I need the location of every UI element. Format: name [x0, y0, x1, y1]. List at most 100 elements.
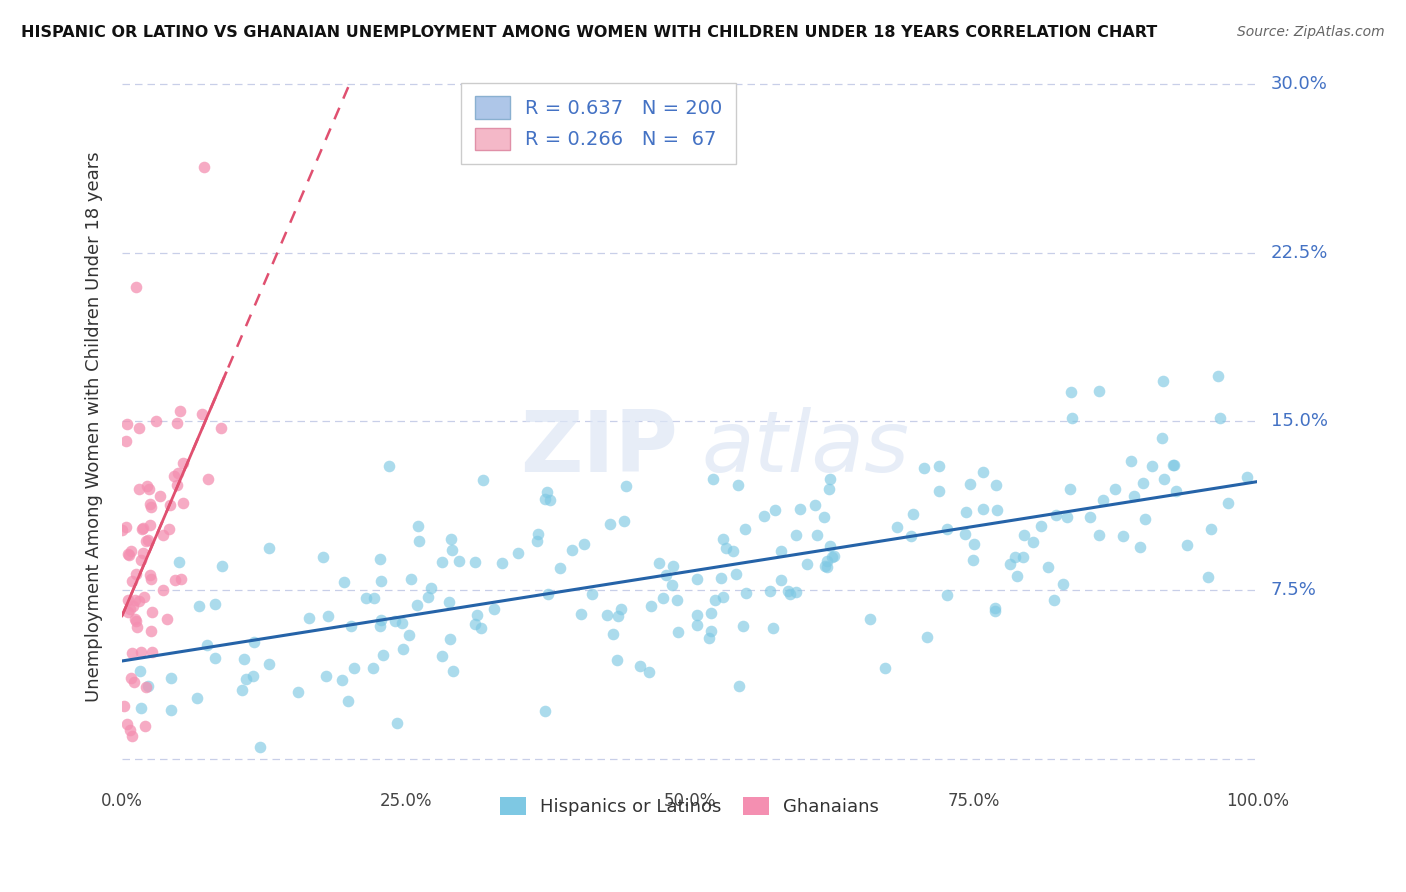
Point — [166, 478, 188, 492]
Point — [779, 587, 801, 601]
Point — [172, 496, 194, 510]
Point — [370, 574, 392, 588]
Point — [131, 522, 153, 536]
Point — [121, 646, 143, 660]
Point — [648, 556, 671, 570]
Point — [1236, 469, 1258, 483]
Point — [763, 502, 786, 516]
Point — [128, 664, 150, 678]
Point — [193, 161, 215, 175]
Point — [491, 557, 513, 571]
Point — [243, 635, 266, 649]
Point — [172, 456, 194, 470]
Point — [128, 593, 150, 607]
Point — [704, 593, 727, 607]
Point — [700, 624, 723, 638]
Point — [661, 578, 683, 592]
Point — [962, 553, 984, 567]
Point — [1216, 495, 1239, 509]
Point — [823, 549, 845, 563]
Point — [734, 523, 756, 537]
Point — [1206, 369, 1229, 384]
Point — [131, 645, 153, 659]
Point — [257, 541, 280, 555]
Point — [685, 573, 707, 587]
Point — [186, 690, 208, 705]
Point — [188, 599, 211, 613]
Point — [572, 537, 595, 551]
Point — [197, 472, 219, 486]
Point — [125, 614, 148, 628]
Point — [606, 652, 628, 666]
Point — [1012, 528, 1035, 542]
Point — [160, 671, 183, 685]
Point — [370, 619, 392, 633]
Point — [169, 572, 191, 586]
Point — [614, 479, 637, 493]
Point — [1052, 577, 1074, 591]
Point — [115, 417, 138, 431]
Point — [1140, 458, 1163, 473]
Point — [134, 718, 156, 732]
Point — [125, 620, 148, 634]
Point — [1021, 535, 1043, 549]
Point — [527, 527, 550, 541]
Point — [370, 613, 392, 627]
Point — [955, 505, 977, 519]
Point — [398, 627, 420, 641]
Point — [465, 607, 488, 622]
Point — [159, 498, 181, 512]
Point — [118, 548, 141, 562]
Point — [132, 521, 155, 535]
Point — [815, 560, 838, 574]
Point — [815, 554, 838, 568]
Point — [1133, 512, 1156, 526]
Point — [610, 602, 633, 616]
Point — [125, 279, 148, 293]
Point — [599, 517, 621, 532]
Text: 15.0%: 15.0% — [1271, 412, 1327, 430]
Point — [1209, 410, 1232, 425]
Point — [818, 472, 841, 486]
Point — [733, 619, 755, 633]
Point — [697, 631, 720, 645]
Point — [953, 527, 976, 541]
Point — [770, 573, 793, 587]
Point — [132, 546, 155, 560]
Point — [377, 458, 399, 473]
Point — [135, 680, 157, 694]
Point — [408, 534, 430, 549]
Point — [1123, 489, 1146, 503]
Point — [595, 608, 617, 623]
Point — [785, 528, 807, 542]
Point — [139, 567, 162, 582]
Point — [561, 543, 583, 558]
Point — [666, 625, 689, 640]
Point — [122, 675, 145, 690]
Point — [439, 533, 461, 547]
Point — [915, 630, 938, 644]
Point — [167, 555, 190, 569]
Point — [1029, 519, 1052, 533]
Point — [1045, 508, 1067, 522]
Point — [141, 605, 163, 619]
Point — [972, 465, 994, 479]
Point — [640, 599, 662, 614]
Point — [138, 482, 160, 496]
Point — [1104, 483, 1126, 497]
Point — [117, 592, 139, 607]
Point — [752, 509, 775, 524]
Point — [287, 685, 309, 699]
Point — [1078, 510, 1101, 524]
Point — [1119, 454, 1142, 468]
Point — [534, 491, 557, 506]
Point — [536, 484, 558, 499]
Text: HISPANIC OR LATINO VS GHANAIAN UNEMPLOYMENT AMONG WOMEN WITH CHILDREN UNDER 18 Y: HISPANIC OR LATINO VS GHANAIAN UNEMPLOYM… — [21, 25, 1157, 40]
Point — [464, 555, 486, 569]
Point — [141, 500, 163, 514]
Point — [165, 573, 187, 587]
Point — [1011, 549, 1033, 564]
Point — [735, 586, 758, 600]
Point — [859, 612, 882, 626]
Point — [136, 479, 159, 493]
